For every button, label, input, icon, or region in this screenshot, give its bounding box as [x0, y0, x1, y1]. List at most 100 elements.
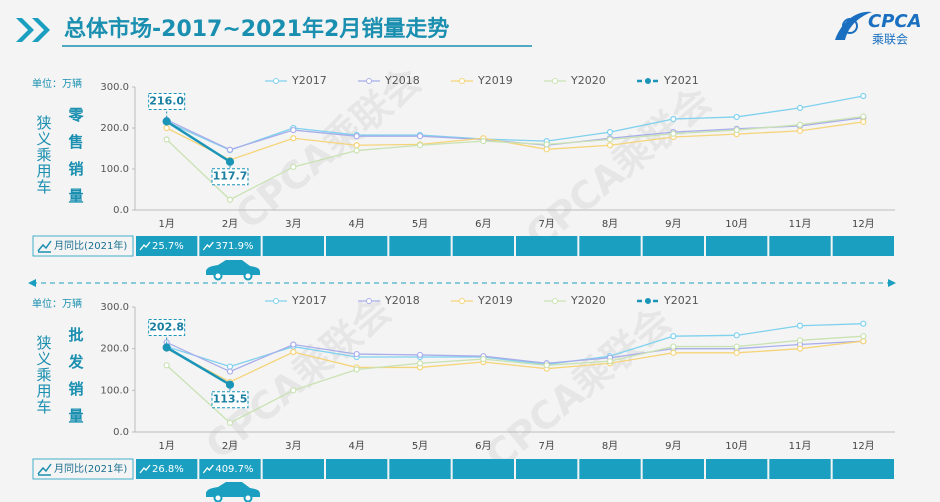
legend-label: Y2020	[570, 294, 606, 307]
point	[226, 419, 234, 426]
point	[163, 136, 170, 143]
yoy-cell	[452, 459, 514, 479]
point	[670, 333, 677, 340]
y-tick-label: 300.0	[100, 302, 129, 313]
logo-sub: 乘联会	[872, 33, 908, 47]
point	[226, 368, 234, 375]
point	[416, 142, 424, 149]
legend-marker	[552, 78, 558, 84]
x-tick-label: 5月	[412, 440, 428, 452]
title-icon	[16, 18, 50, 42]
point	[796, 127, 804, 134]
data-label: 117.7	[213, 170, 248, 183]
x-tick-label: 11月	[789, 218, 812, 230]
yoy-value: 26.8%	[152, 464, 184, 475]
data-label: 113.5	[213, 393, 248, 406]
point	[416, 351, 424, 359]
yoy-cell	[199, 236, 261, 256]
point	[796, 104, 804, 112]
legend-marker	[366, 298, 372, 304]
metric-label: 批发销量	[67, 326, 85, 435]
unit-label: 单位：万辆	[32, 77, 82, 90]
point	[480, 355, 487, 363]
series-line	[165, 120, 231, 163]
label-box	[148, 319, 186, 336]
yoy-cell	[452, 236, 514, 256]
point	[606, 358, 614, 365]
point	[860, 118, 867, 125]
legend-label: Y2021	[663, 74, 699, 87]
y-tick-label: 200.0	[100, 344, 129, 355]
point	[670, 349, 677, 356]
x-tick-label: 3月	[285, 218, 301, 230]
label-box	[211, 168, 249, 186]
point	[416, 133, 424, 140]
point	[290, 348, 297, 356]
metric-label: 零售销量	[67, 107, 85, 215]
yoy-cell	[136, 459, 198, 479]
series-line	[166, 340, 864, 383]
legend-label: Y2021	[663, 294, 699, 307]
series-line	[166, 95, 864, 151]
yoy-cell	[136, 236, 198, 256]
yoy-value: 371.9%	[215, 241, 253, 252]
point	[733, 332, 740, 339]
yoy-arrow	[139, 464, 151, 474]
point	[163, 362, 170, 369]
side-label: 狭义乘用车	[35, 335, 53, 415]
yoy-label-cell	[32, 458, 134, 480]
x-tick-label: 1月	[158, 218, 174, 230]
point	[670, 343, 677, 350]
x-tick-label: 3月	[285, 440, 301, 452]
point	[163, 124, 170, 132]
legend-label: Y2019	[477, 74, 513, 87]
x-tick-label: 6月	[475, 218, 491, 230]
point	[733, 126, 740, 134]
yoy-cell	[199, 459, 261, 479]
yoy-label: 月同比(2021年)	[54, 462, 127, 475]
yoy-cell	[706, 459, 768, 479]
point	[606, 142, 614, 149]
point	[353, 147, 360, 154]
data-label: 216.0	[149, 94, 184, 107]
x-tick-label: 9月	[665, 218, 681, 230]
legend-label: Y2018	[384, 74, 420, 87]
point	[543, 362, 550, 369]
x-tick-label: 1月	[158, 440, 174, 452]
legend-label: Y2018	[384, 294, 420, 307]
x-tick-label: 7月	[538, 218, 554, 230]
point	[226, 363, 234, 370]
y-tick-label: 300.0	[100, 82, 129, 93]
x-tick-label: 10月	[725, 440, 748, 452]
yoy-label-cell	[32, 235, 134, 257]
yoy-cell	[706, 236, 768, 256]
legend-label: Y2017	[291, 74, 327, 87]
yoy-cell	[579, 459, 641, 479]
x-tick-label: 8月	[602, 440, 618, 452]
point	[416, 360, 424, 367]
x-tick-label: 4月	[348, 218, 364, 230]
series-line	[166, 340, 864, 373]
series-line	[166, 115, 864, 201]
legend-marker	[366, 78, 372, 84]
yoy-value: 25.7%	[152, 241, 184, 252]
y-tick-label: 100.0	[100, 164, 129, 175]
point	[860, 338, 867, 345]
label-box	[211, 391, 249, 409]
point	[226, 196, 234, 203]
legend-marker	[273, 298, 279, 304]
y-tick-label: 0.0	[113, 205, 129, 216]
yoy-cell	[769, 459, 831, 479]
x-tick-label: 12月	[852, 440, 875, 452]
yoy-cell	[832, 459, 894, 479]
data-label: 202.8	[149, 321, 184, 334]
yoy-arrow	[202, 464, 214, 474]
yoy-cell	[579, 236, 641, 256]
x-tick-label: 7月	[538, 440, 554, 452]
legend-marker	[459, 78, 465, 84]
label-box	[148, 92, 186, 110]
legend-label: Y2019	[477, 294, 513, 307]
series-line	[166, 346, 231, 386]
x-tick-label: 5月	[412, 218, 428, 230]
side-label: 狭义乘用车	[35, 115, 53, 195]
